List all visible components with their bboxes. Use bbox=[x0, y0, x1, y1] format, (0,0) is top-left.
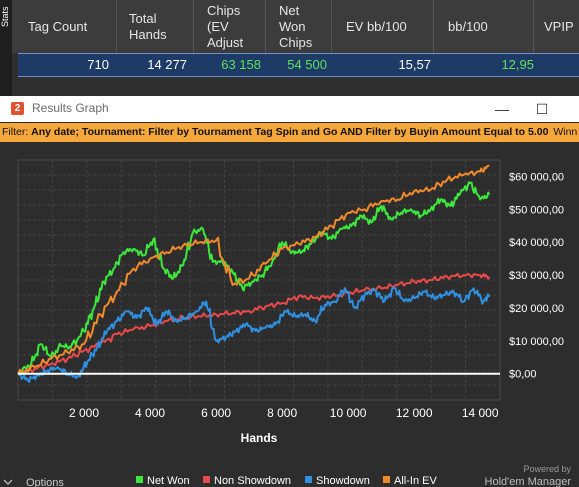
col-net-won[interactable]: Net Won Chips bbox=[266, 0, 332, 53]
filter-value: Any date; Tournament: Filter by Tourname… bbox=[31, 126, 549, 138]
title-bar[interactable]: 2 Results Graph — ☐ bbox=[0, 96, 579, 122]
maximize-button[interactable]: ☐ bbox=[535, 101, 549, 117]
table-row[interactable]: 710 14 277 63 158 54 500 15,57 12,95 bbox=[18, 53, 579, 77]
y-tick-label: $10 000,00 bbox=[509, 336, 564, 348]
y-tick-label: $50 000,00 bbox=[509, 204, 564, 216]
powered-by-text: Powered by bbox=[523, 464, 571, 474]
col-tag-count[interactable]: Tag Count bbox=[12, 0, 117, 53]
x-axis-label: Hands bbox=[241, 431, 278, 445]
x-axis: 2 000 4 000 6 000 8 000 10 000 12 000 14 000 bbox=[69, 406, 499, 420]
x-tick-label: 14 000 bbox=[462, 406, 499, 420]
app-logo-icon: 2 bbox=[11, 102, 24, 115]
filter-overflow: Winn bbox=[553, 126, 578, 138]
series-all-in-ev-line bbox=[17, 164, 490, 375]
cell-net-won: 54 500 bbox=[287, 57, 327, 72]
chevron-up-icon bbox=[3, 479, 13, 485]
cell-chips-ev: 63 158 bbox=[221, 57, 261, 72]
legend: Net Won Non Showdown Showdown All-In EV bbox=[136, 475, 437, 487]
legend-label: Non Showdown bbox=[214, 475, 291, 487]
window-title: Results Graph bbox=[32, 101, 109, 115]
x-tick-label: 10 000 bbox=[330, 406, 367, 420]
legend-swatch bbox=[383, 476, 390, 483]
col-total-hands[interactable]: Total Hands bbox=[117, 0, 194, 53]
series-lines bbox=[17, 164, 491, 384]
legend-label: Net Won bbox=[147, 475, 190, 487]
col-ev-bb100[interactable]: EV bb/100 bbox=[332, 0, 434, 53]
cell-ev-bb100: 15,57 bbox=[398, 57, 431, 72]
col-bb100[interactable]: bb/100 bbox=[434, 0, 534, 53]
legend-swatch bbox=[305, 476, 312, 483]
stats-table: Tag Count Total Hands Chips (EV Adjust N… bbox=[12, 0, 579, 96]
y-tick-label: $20 000,00 bbox=[509, 303, 564, 315]
options-button[interactable]: Options bbox=[3, 477, 64, 487]
col-chips-ev[interactable]: Chips (EV Adjust bbox=[194, 0, 266, 53]
filter-label: Filter: bbox=[2, 126, 29, 138]
minimize-button[interactable]: — bbox=[495, 101, 509, 117]
y-axis: $0,00 $10 000,00 $20 000,00 $30 000,00 $40 0… bbox=[509, 171, 564, 380]
y-tick-label: $40 000,00 bbox=[509, 237, 564, 249]
legend-swatch bbox=[136, 476, 143, 483]
filter-bar[interactable]: Filter: Any date; Tournament: Filter by … bbox=[0, 123, 579, 142]
col-vpip[interactable]: VPIP bbox=[544, 18, 574, 34]
legend-label: Showdown bbox=[316, 475, 370, 487]
holdem-manager-text: Hold'em Manager bbox=[485, 476, 572, 487]
legend-swatch bbox=[203, 476, 210, 483]
series-showdown-line bbox=[17, 286, 491, 384]
series-net-won-line bbox=[17, 181, 491, 376]
x-tick-label: 2 000 bbox=[69, 406, 99, 420]
cell-tag-count: 710 bbox=[87, 57, 109, 72]
cell-bb100: 12,95 bbox=[501, 57, 534, 72]
y-tick-label: $0,00 bbox=[509, 369, 537, 381]
x-tick-label: 8 000 bbox=[267, 406, 297, 420]
cell-total-hands: 14 277 bbox=[147, 57, 187, 72]
options-label: Options bbox=[26, 477, 64, 487]
x-tick-label: 6 000 bbox=[201, 406, 231, 420]
x-tick-label: 4 000 bbox=[135, 406, 165, 420]
table-header: Tag Count Total Hands Chips (EV Adjust N… bbox=[12, 0, 579, 53]
y-tick-label: $60 000,00 bbox=[509, 171, 564, 183]
y-tick-label: $30 000,00 bbox=[509, 270, 564, 282]
legend-label: All-In EV bbox=[394, 475, 437, 487]
x-tick-label: 12 000 bbox=[396, 406, 433, 420]
grid-lines bbox=[17, 159, 501, 401]
